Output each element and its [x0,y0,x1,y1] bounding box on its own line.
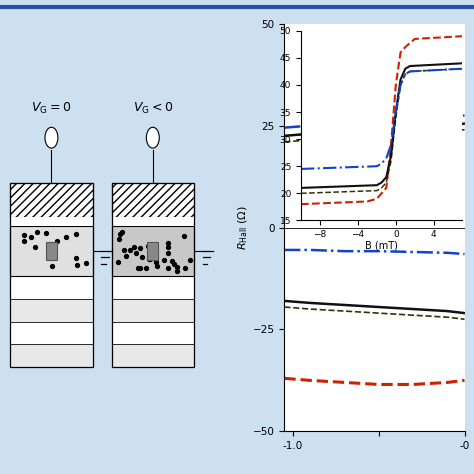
Circle shape [45,128,58,148]
FancyBboxPatch shape [10,227,92,276]
Y-axis label: $R_\mathregular{Hall}\ (\Omega)$: $R_\mathregular{Hall}\ (\Omega)$ [237,205,250,250]
FancyBboxPatch shape [10,299,92,322]
FancyBboxPatch shape [10,183,92,217]
FancyBboxPatch shape [112,344,194,367]
FancyBboxPatch shape [10,322,92,344]
FancyBboxPatch shape [112,276,194,299]
FancyBboxPatch shape [147,242,158,260]
Text: $V_\mathrm{G} < 0$: $V_\mathrm{G} < 0$ [133,101,173,117]
FancyBboxPatch shape [112,227,194,276]
FancyBboxPatch shape [10,276,92,299]
Circle shape [146,128,159,148]
FancyBboxPatch shape [112,322,194,344]
FancyBboxPatch shape [112,183,194,217]
X-axis label: B (mT): B (mT) [365,240,398,251]
FancyBboxPatch shape [10,344,92,367]
FancyBboxPatch shape [10,217,92,227]
Text: $V_\mathrm{G} = 0$: $V_\mathrm{G} = 0$ [31,101,72,117]
FancyBboxPatch shape [112,217,194,227]
FancyBboxPatch shape [46,242,57,260]
FancyBboxPatch shape [112,299,194,322]
